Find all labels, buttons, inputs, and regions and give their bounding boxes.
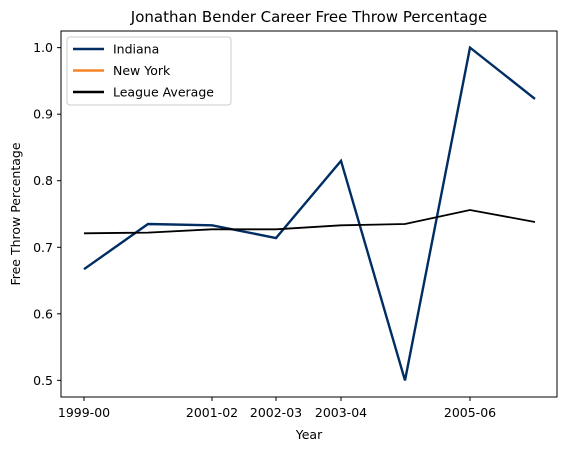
y-tick-label: 0.5 bbox=[33, 373, 53, 388]
x-axis: 1999-00 2001-02 2002-03 2003-04 2005-06 bbox=[58, 397, 496, 420]
plot-lines bbox=[83, 45, 536, 381]
legend: Indiana New York League Average bbox=[66, 36, 232, 106]
x-tick-label: 1999-00 bbox=[58, 405, 110, 420]
legend-label-new-york: New York bbox=[113, 63, 171, 78]
y-tick-label: 0.8 bbox=[33, 173, 53, 188]
series-line-league-average bbox=[83, 209, 536, 235]
x-tick-label: 2005-06 bbox=[444, 405, 496, 420]
legend-box bbox=[66, 36, 232, 106]
x-tick-label: 2003-04 bbox=[315, 405, 367, 420]
chart-title: Jonathan Bender Career Free Throw Percen… bbox=[130, 8, 487, 26]
y-tick-label: 0.7 bbox=[33, 240, 53, 255]
legend-label-indiana: Indiana bbox=[113, 42, 159, 57]
y-axis-title: Free Throw Percentage bbox=[8, 142, 23, 285]
y-tick-label: 1.0 bbox=[33, 40, 53, 55]
y-tick-label: 0.6 bbox=[33, 306, 53, 321]
plot-frame bbox=[60, 30, 558, 398]
y-tick-label: 0.9 bbox=[33, 107, 53, 122]
legend-label-league-average: League Average bbox=[113, 85, 214, 100]
x-tick-label: 2001-02 bbox=[186, 405, 238, 420]
x-tick-label: 2002-03 bbox=[250, 405, 302, 420]
x-axis-title: Year bbox=[295, 427, 323, 442]
y-axis: 0.5 0.6 0.7 0.8 0.9 1.0 bbox=[33, 40, 61, 388]
series-line-indiana bbox=[83, 45, 536, 381]
